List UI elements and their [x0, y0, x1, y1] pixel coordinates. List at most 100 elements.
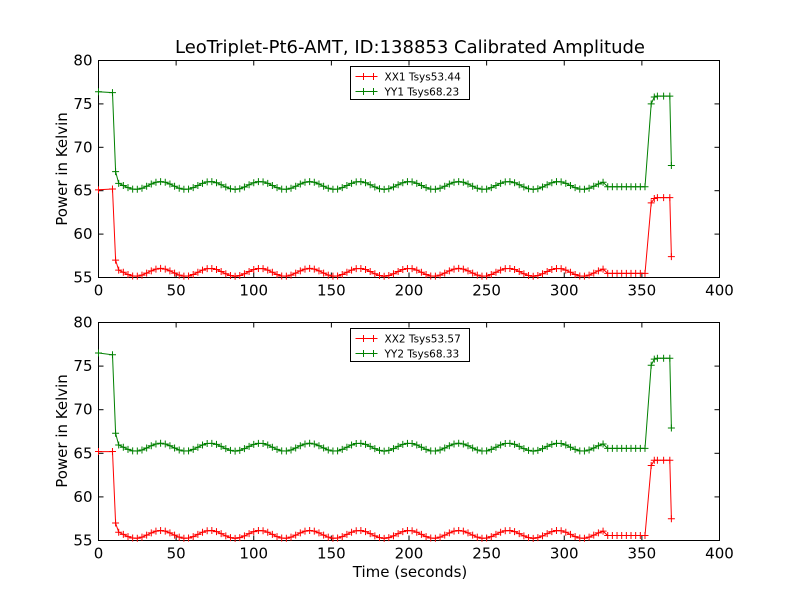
data-point: [650, 195, 658, 203]
data-point: [647, 462, 655, 470]
data-point: [580, 447, 588, 455]
data-point: [175, 184, 183, 192]
data-point: [366, 268, 374, 276]
data-point: [334, 272, 342, 280]
data-point: [599, 178, 607, 186]
data-point: [264, 266, 272, 274]
data-point: [594, 180, 602, 188]
data-point: [231, 185, 239, 193]
data-point: [147, 529, 155, 537]
data-point: [650, 93, 658, 101]
data-point: [483, 185, 491, 193]
data-point: [310, 440, 318, 448]
data-point: [543, 181, 551, 189]
data-point: [667, 162, 675, 170]
data-point: [506, 439, 514, 447]
data-point: [464, 267, 472, 275]
data-point: [95, 186, 102, 194]
data-point: [306, 264, 314, 272]
data-point: [315, 267, 323, 275]
data-point: [525, 185, 533, 193]
x-tick-label: 250: [472, 282, 501, 300]
data-point: [436, 271, 444, 279]
data-point: [338, 445, 346, 453]
data-point: [385, 185, 393, 193]
data-point: [450, 178, 458, 186]
data-point: [338, 184, 346, 192]
legend-box: [350, 66, 470, 100]
data-point: [212, 440, 220, 448]
data-point: [653, 92, 661, 100]
data-point: [226, 185, 234, 193]
data-point: [171, 269, 179, 277]
data-point: [231, 534, 239, 542]
data-point: [194, 443, 202, 451]
data-point: [108, 89, 116, 97]
data-point: [389, 445, 397, 453]
data-point: [306, 439, 314, 447]
data-point: [376, 446, 384, 454]
data-point: [653, 194, 661, 202]
data-point: [580, 185, 588, 193]
data-point: [469, 444, 477, 452]
data-point: [413, 266, 421, 274]
legend-swatch-marker: [360, 335, 377, 342]
data-point: [459, 527, 467, 535]
y-tick-label: 55: [73, 269, 92, 287]
data-point: [161, 527, 169, 535]
data-point: [108, 185, 116, 193]
data-point: [315, 442, 323, 450]
data-point: [226, 446, 234, 454]
data-point: [666, 92, 674, 100]
data-point: [324, 184, 332, 192]
data-point: [226, 272, 234, 280]
legend-swatch-marker: [360, 88, 377, 95]
data-point: [459, 178, 467, 186]
data-point: [212, 179, 220, 187]
data-point: [264, 441, 272, 449]
data-point: [543, 530, 551, 538]
data-point: [548, 528, 556, 536]
series-line-xx: [98, 188, 672, 277]
data-point: [660, 456, 668, 464]
data-point: [112, 168, 120, 176]
data-point: [108, 351, 116, 359]
data-point: [534, 534, 542, 542]
data-point: [385, 446, 393, 454]
data-point: [380, 185, 388, 193]
data-point: [557, 265, 565, 273]
data-point: [450, 440, 458, 448]
data-point: [301, 440, 309, 448]
data-point: [441, 444, 449, 452]
data-point: [231, 272, 239, 280]
data-point: [539, 183, 547, 191]
data-point: [455, 264, 463, 272]
data-point: [124, 533, 132, 541]
data-point: [464, 180, 472, 188]
data-point: [459, 265, 467, 273]
data-point: [231, 447, 239, 455]
data-point: [487, 184, 495, 192]
data-point: [115, 179, 123, 187]
data-point: [441, 182, 449, 190]
data-point: [641, 183, 649, 191]
data-point: [143, 531, 151, 539]
data-point: [647, 100, 655, 108]
data-point: [338, 533, 346, 541]
data-point: [408, 440, 416, 448]
data-point: [599, 440, 607, 448]
data-point: [217, 530, 225, 538]
data-point: [133, 185, 141, 193]
data-point: [166, 529, 174, 537]
data-point: [431, 185, 439, 193]
data-point: [268, 181, 276, 189]
data-point: [264, 179, 272, 187]
data-point: [217, 442, 225, 450]
data-point: [506, 264, 514, 272]
data-point: [324, 533, 332, 541]
panel-bottom: Power in Kelvin Time (seconds) 0 50 100 150…: [53, 314, 734, 582]
data-point: [376, 272, 384, 280]
data-point: [95, 88, 102, 96]
data-point: [506, 178, 514, 186]
